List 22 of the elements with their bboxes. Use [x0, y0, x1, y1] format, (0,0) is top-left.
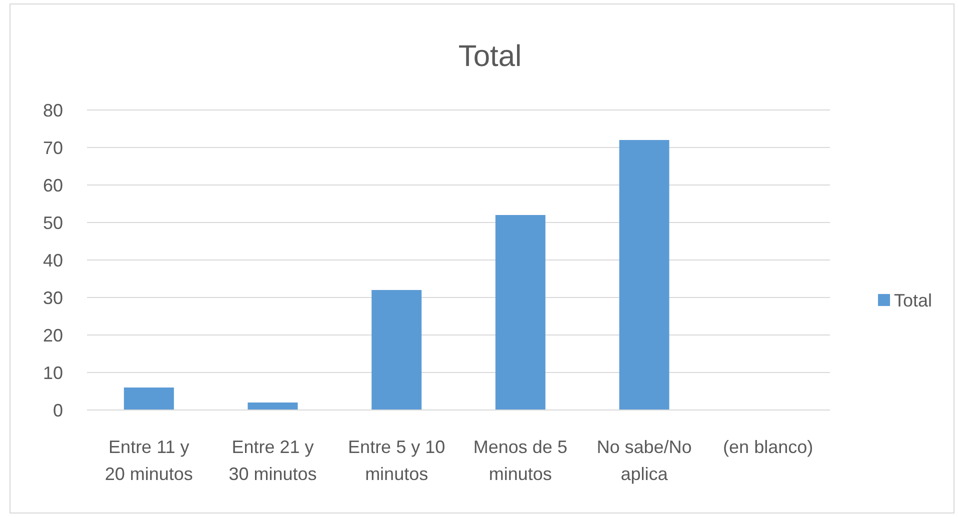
chart-title: Total [458, 40, 522, 73]
x-tick-label: Entre 5 y 10 minutos [348, 437, 446, 484]
y-tick-label: 10 [42, 362, 63, 383]
y-tick-label: 70 [42, 138, 63, 158]
y-tick-label: 80 [42, 100, 63, 120]
x-tick-label: Entre 11 y 20 minutos [104, 437, 193, 484]
y-tick-label: 0 [52, 400, 63, 420]
x-tick-label: Menos de 5 minutos [473, 437, 568, 484]
y-tick-label: 50 [42, 212, 63, 233]
bar [495, 215, 546, 410]
legend-label: Total [894, 290, 932, 310]
bar [619, 140, 670, 410]
x-tick-label: (en blanco) [723, 437, 814, 457]
y-tick-label: 20 [42, 325, 63, 346]
bar [248, 402, 298, 410]
x-tick-label: Entre 21 y 30 minutos [228, 437, 317, 484]
x-tick-label: No sabe/No aplica [596, 437, 692, 484]
y-tick-label: 60 [42, 175, 63, 196]
y-tick-label: 40 [42, 250, 63, 270]
bar [124, 388, 174, 410]
bar [372, 290, 422, 410]
y-tick-label: 30 [42, 288, 63, 308]
